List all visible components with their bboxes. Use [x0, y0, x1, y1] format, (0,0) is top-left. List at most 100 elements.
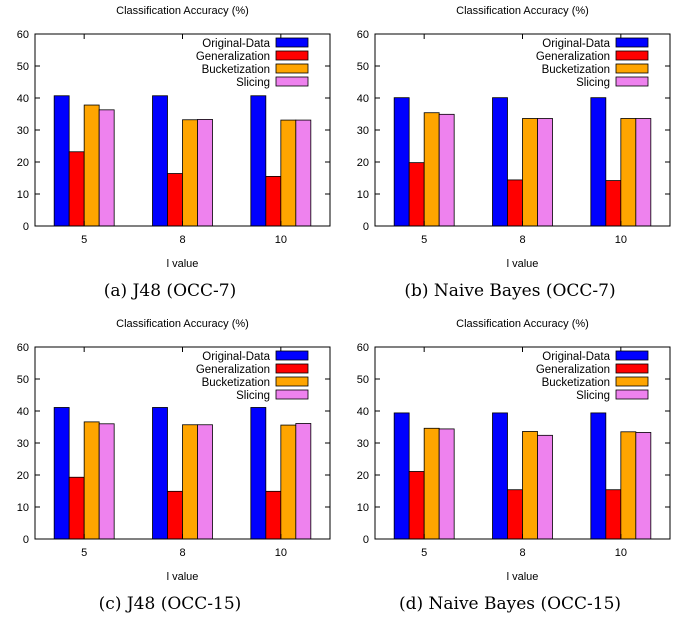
chart-a-legend-swatch-slicing — [275, 76, 309, 87]
chart-c-ytick-label-4: 40 — [17, 406, 29, 418]
chart-a-ytick-label-0: 0 — [23, 221, 29, 233]
chart-d-bar-original-data-10 — [590, 412, 607, 540]
chart-b-bar-slicing-8 — [537, 118, 553, 227]
chart-a-xlabel: l value — [167, 258, 199, 270]
chart-b-legend-swatch-original-data — [615, 37, 649, 48]
chart-b-plot-frame — [374, 33, 671, 227]
bar-chart-d: Classification Accuracy (%) 0 10 20 30 40 50 60… — [357, 318, 671, 583]
chart-panel-c: Classification Accuracy (%) 0 10 20 30 40 50 60… — [0, 313, 340, 626]
chart-b-bar-bucketization-8 — [522, 118, 538, 227]
chart-c-plot-frame — [34, 346, 331, 540]
chart-c-ytick-label-3: 30 — [17, 438, 29, 450]
chart-d-ytick-label-6: 60 — [357, 342, 369, 354]
chart-a-bar-generalization-10 — [265, 175, 282, 227]
chart-b-legend-label-generalization: Generalization — [536, 51, 610, 63]
chart-a-legend-swatch-generalization — [275, 50, 309, 61]
chart-c-bar-generalization-5 — [68, 476, 85, 540]
chart-b-bar-slicing-10 — [635, 118, 652, 227]
chart-b-ytick-label-5: 50 — [357, 61, 369, 73]
chart-c-legend-swatch-bucketization — [275, 376, 309, 387]
chart-a-ytick-label-2: 20 — [17, 157, 29, 169]
chart-d-bar-slicing-5 — [438, 428, 455, 540]
chart-a-bar-bucketization-8 — [182, 119, 198, 227]
chart-c-xlabel: l value — [167, 571, 199, 583]
chart-b-ytick-label-6: 60 — [357, 29, 369, 41]
chart-a-bar-generalization-5 — [68, 151, 85, 227]
chart-b-bar-bucketization-10 — [620, 118, 637, 227]
chart-b-ytick-label-0: 0 — [363, 221, 369, 233]
chart-a-plot-frame — [34, 33, 331, 227]
chart-b-legend-label-slicing: Slicing — [576, 77, 610, 89]
chart-d-ytick-label-4: 40 — [357, 406, 369, 418]
chart-a-bar-generalization-8 — [167, 173, 183, 227]
chart-a-legend-swatch-original-data — [275, 37, 309, 48]
chart-d-ytick-label-3: 30 — [357, 438, 369, 450]
chart-a-legend-label-slicing: Slicing — [236, 77, 270, 89]
chart-a-bar-original-data-5 — [53, 95, 70, 227]
chart-c-bar-generalization-10 — [265, 490, 282, 540]
caption-b: (b) Naive Bayes (OCC-7) — [404, 281, 616, 301]
chart-b-bar-original-data-8 — [492, 97, 508, 227]
chart-d-title: Classification Accuracy (%) — [456, 318, 589, 330]
chart-b-legend-label-bucketization: Bucketization — [542, 64, 610, 76]
chart-b-bar-generalization-5 — [408, 162, 425, 227]
chart-b-xtick-label-2: 10 — [615, 234, 627, 246]
chart-c-ytick-label-1: 10 — [17, 502, 29, 514]
chart-panel-a: Classification Accuracy (%) 0 10 20 30 40 50 60… — [0, 0, 340, 313]
chart-c-legend-label-slicing: Slicing — [236, 390, 270, 402]
chart-d-bar-original-data-8 — [492, 412, 508, 540]
chart-c-ytick-label-6: 60 — [17, 342, 29, 354]
chart-d-xtick-label-2: 10 — [615, 547, 627, 559]
chart-a-xtick-label-2: 10 — [275, 234, 287, 246]
chart-d-bar-bucketization-5 — [423, 427, 440, 540]
chart-c-bar-bucketization-10 — [280, 424, 297, 540]
chart-b-ytick-label-4: 40 — [357, 93, 369, 105]
chart-a-bar-slicing-10 — [295, 119, 312, 227]
chart-d-bar-slicing-10 — [635, 432, 652, 540]
chart-c-bar-original-data-10 — [250, 407, 267, 540]
chart-d-legend-swatch-slicing — [615, 389, 649, 400]
chart-c-title: Classification Accuracy (%) — [116, 318, 249, 330]
chart-a-bar-slicing-8 — [197, 119, 213, 227]
chart-d-bar-slicing-8 — [537, 434, 553, 540]
chart-d-legend-label-bucketization: Bucketization — [542, 377, 610, 389]
chart-panel-b: Classification Accuracy (%) 0 10 20 30 40 50 60… — [340, 0, 680, 313]
chart-b-xtick-label-0: 5 — [421, 234, 427, 246]
chart-c-legend-swatch-generalization — [275, 363, 309, 374]
caption-d: (d) Naive Bayes (OCC-15) — [398, 594, 622, 614]
chart-a-title: Classification Accuracy (%) — [116, 5, 249, 17]
chart-d-ytick-label-2: 20 — [357, 470, 369, 482]
chart-c-bar-bucketization-5 — [83, 421, 100, 540]
chart-b-ytick-label-1: 10 — [357, 189, 369, 201]
chart-c-bar-bucketization-8 — [182, 424, 198, 540]
chart-b-legend-swatch-generalization — [615, 50, 649, 61]
chart-c-ytick-label-0: 0 — [23, 534, 29, 546]
chart-d-plot-frame — [374, 346, 671, 540]
chart-a-bar-original-data-8 — [152, 95, 168, 227]
chart-c-ytick-label-2: 20 — [17, 470, 29, 482]
chart-c-xtick-label-2: 10 — [275, 547, 287, 559]
chart-c-legend-label-generalization: Generalization — [196, 364, 270, 376]
chart-a-legend-label-bucketization: Bucketization — [202, 64, 270, 76]
chart-a-bar-bucketization-10 — [280, 119, 297, 227]
chart-c-xtick-label-0: 5 — [81, 547, 87, 559]
chart-a-bar-bucketization-5 — [83, 104, 100, 227]
chart-c-legend-swatch-original-data — [275, 350, 309, 361]
chart-d-bar-bucketization-8 — [522, 431, 538, 540]
chart-d-ytick-label-0: 0 — [363, 534, 369, 546]
chart-a-xtick-label-0: 5 — [81, 234, 87, 246]
caption-c: (c) J48 (OCC-15) — [98, 594, 242, 614]
chart-a-ytick-label-3: 30 — [17, 125, 29, 137]
chart-d-bar-original-data-5 — [393, 412, 410, 540]
chart-c-bar-generalization-8 — [167, 490, 183, 540]
chart-b-bar-generalization-10 — [605, 180, 622, 227]
chart-b-bar-slicing-5 — [438, 113, 455, 227]
chart-d-bar-generalization-8 — [507, 489, 523, 540]
chart-c-bar-original-data-5 — [53, 407, 70, 540]
chart-d-xlabel: l value — [507, 571, 539, 583]
chart-d-legend-swatch-original-data — [615, 350, 649, 361]
chart-b-legend-swatch-bucketization — [615, 63, 649, 74]
chart-c-ytick-label-5: 50 — [17, 374, 29, 386]
bar-chart-a: Classification Accuracy (%) 0 10 20 30 40 50 60… — [17, 5, 331, 270]
chart-a-legend-swatch-bucketization — [275, 63, 309, 74]
